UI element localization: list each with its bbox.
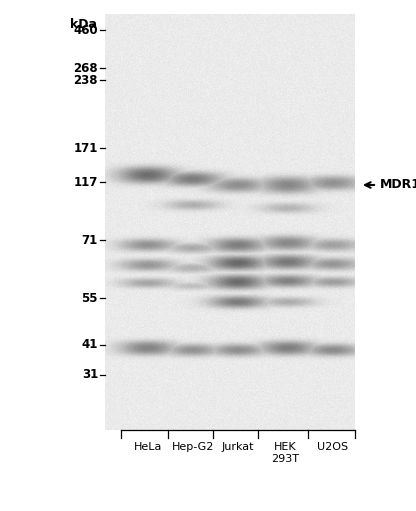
- Text: 41: 41: [82, 338, 98, 352]
- Text: MDR1: MDR1: [380, 178, 416, 192]
- Text: 117: 117: [74, 175, 98, 189]
- Text: HeLa: HeLa: [134, 442, 162, 452]
- Text: 238: 238: [74, 74, 98, 86]
- Text: 268: 268: [73, 61, 98, 75]
- Text: 31: 31: [82, 368, 98, 382]
- Text: kDa: kDa: [70, 18, 97, 31]
- Text: 460: 460: [73, 24, 98, 36]
- Text: Jurkat: Jurkat: [222, 442, 254, 452]
- Text: Hep-G2: Hep-G2: [172, 442, 214, 452]
- Text: 71: 71: [82, 234, 98, 246]
- Text: 171: 171: [74, 142, 98, 154]
- Text: 55: 55: [82, 291, 98, 305]
- Text: HEK
293T: HEK 293T: [271, 442, 299, 463]
- Text: U2OS: U2OS: [317, 442, 349, 452]
